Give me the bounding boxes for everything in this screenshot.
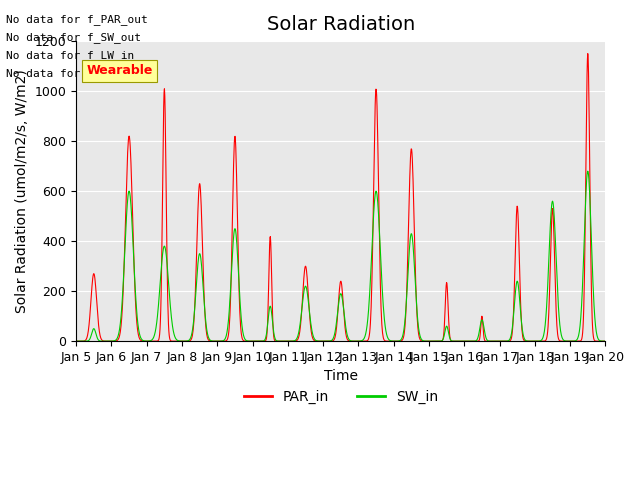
- PAR_in: [423, 338, 431, 344]
- PAR_in: [177, 338, 185, 344]
- X-axis label: Time: Time: [324, 370, 358, 384]
- SW_in: [492, 338, 500, 344]
- Title: Solar Radiation: Solar Radiation: [267, 15, 415, 34]
- SW_in: [584, 168, 591, 174]
- Line: SW_in: SW_in: [76, 171, 605, 341]
- SW_in: [539, 336, 547, 341]
- Text: No data for f_SW_out: No data for f_SW_out: [6, 32, 141, 43]
- PAR_in: [539, 338, 547, 344]
- SW_in: [602, 338, 609, 344]
- PAR_in: [72, 338, 80, 344]
- Text: No data for f_LW_in: No data for f_LW_in: [6, 50, 134, 61]
- Y-axis label: Solar Radiation (umol/m2/s, W/m2): Solar Radiation (umol/m2/s, W/m2): [15, 69, 29, 313]
- Text: Wearable: Wearable: [86, 64, 153, 77]
- PAR_in: [249, 338, 257, 344]
- PAR_in: [584, 51, 591, 57]
- SW_in: [423, 338, 431, 344]
- PAR_in: [492, 338, 500, 344]
- Text: No data for f_LW_out: No data for f_LW_out: [6, 68, 141, 79]
- Legend: PAR_in, SW_in: PAR_in, SW_in: [238, 384, 444, 409]
- PAR_in: [602, 338, 609, 344]
- PAR_in: [190, 319, 198, 325]
- Text: No data for f_PAR_out: No data for f_PAR_out: [6, 13, 148, 24]
- SW_in: [190, 315, 198, 321]
- Line: PAR_in: PAR_in: [76, 54, 605, 341]
- SW_in: [177, 338, 185, 344]
- SW_in: [249, 338, 257, 344]
- SW_in: [72, 338, 80, 344]
